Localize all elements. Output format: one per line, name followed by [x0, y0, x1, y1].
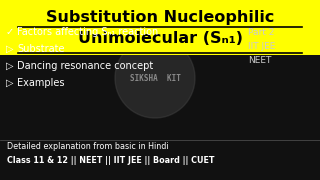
Text: ✓: ✓: [6, 27, 14, 37]
Text: Detailed explanation from basic in Hindi: Detailed explanation from basic in Hindi: [7, 142, 169, 151]
Text: ▷: ▷: [6, 61, 13, 71]
FancyBboxPatch shape: [0, 0, 320, 55]
Text: Part 2
IIT JEE
NEET: Part 2 IIT JEE NEET: [248, 28, 276, 65]
Text: ▷: ▷: [6, 44, 13, 54]
Text: Substitution Nucleophilic: Substitution Nucleophilic: [46, 10, 274, 25]
Circle shape: [115, 38, 195, 118]
Text: Substrate: Substrate: [17, 44, 65, 54]
Text: Factors affecting Sₙ₁ reaction: Factors affecting Sₙ₁ reaction: [17, 27, 158, 37]
Text: Examples: Examples: [17, 78, 65, 88]
Text: ▷: ▷: [6, 78, 13, 88]
Text: SIKSHA  KIT: SIKSHA KIT: [130, 73, 180, 82]
Text: Class 11 & 12 || NEET || IIT JEE || Board || CUET: Class 11 & 12 || NEET || IIT JEE || Boar…: [7, 156, 214, 165]
Text: Unimolecular (Sₙ₁): Unimolecular (Sₙ₁): [77, 31, 243, 46]
Text: Dancing resonance concept: Dancing resonance concept: [17, 61, 153, 71]
